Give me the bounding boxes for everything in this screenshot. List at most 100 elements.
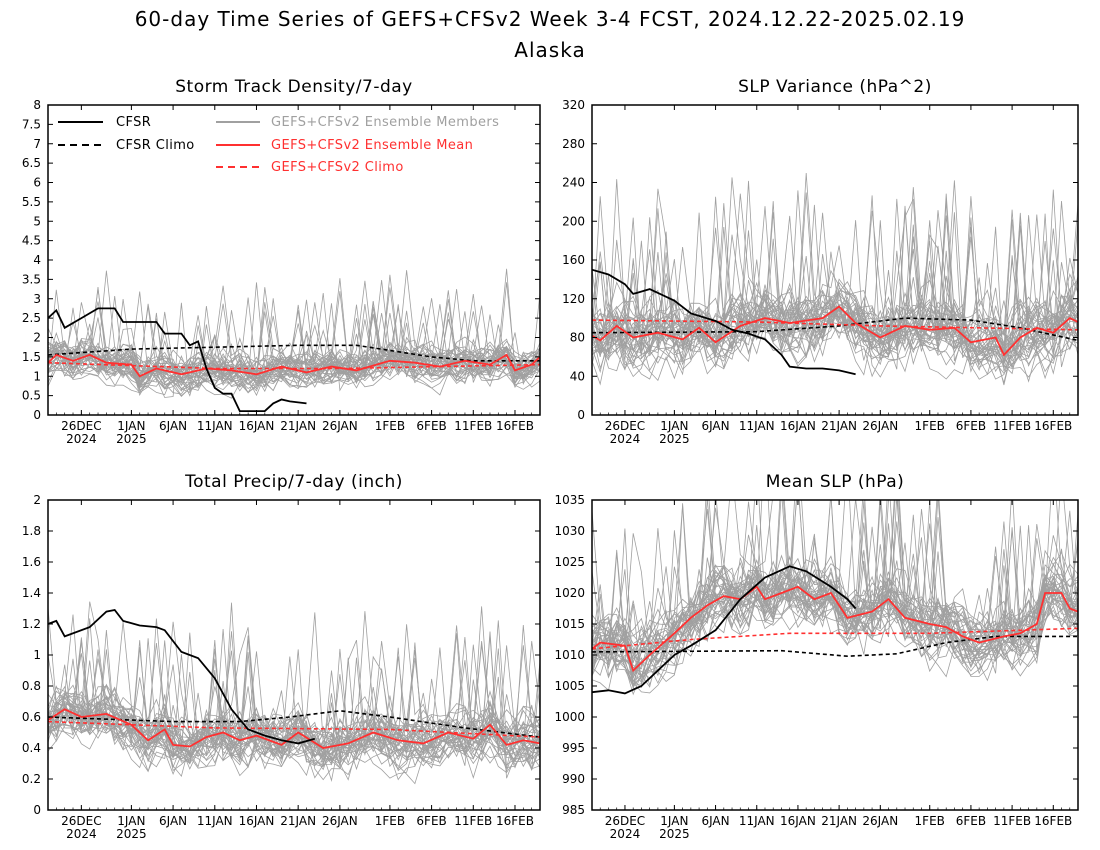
x-tick-label: 11JAN (197, 419, 233, 433)
y-tick-label: 7 (33, 137, 41, 151)
ensemble-member-line (592, 172, 1078, 371)
series-cfsr-climo (48, 709, 540, 738)
panel-3: Total Precip/7-day (inch)00.20.40.60.811… (22, 472, 541, 841)
x-tick-label: 16JAN (780, 814, 816, 828)
legend-label-cfsr-climo: CFSR Climo (116, 138, 195, 153)
ensemble-member-line (592, 500, 1078, 679)
series-cfsr (592, 565, 857, 695)
panel-title: Total Precip/7-day (inch) (184, 472, 403, 492)
x-tick-label: 6JAN (701, 419, 729, 433)
ensemble-member-line (48, 301, 540, 397)
x-tick-label: 16JAN (239, 814, 275, 828)
panel-2: SLP Variance (hPa^2) 0 40 80 120 160 200 240 280… (562, 77, 1079, 446)
x-year-label: 2024 (66, 432, 97, 446)
x-tick-label: 1FEB (375, 419, 405, 433)
x-tick-label: 1JAN (117, 814, 145, 828)
ensemble-member-line (48, 611, 540, 775)
x-year-label: 2025 (659, 432, 690, 446)
series-cfsr-climo (592, 317, 1078, 342)
y-tick-label: 2 (33, 331, 41, 345)
ensemble-member-line (48, 631, 540, 781)
x-tick-label: 16FEB (496, 419, 534, 433)
y-tick-label: 1.6 (22, 555, 41, 569)
x-tick-label: 16JAN (780, 419, 816, 433)
y-tick-label: 0.2 (22, 772, 41, 786)
y-tick-label: 1000 (554, 710, 585, 724)
ensemble-member-line (592, 500, 1078, 685)
x-tick-label: 21JAN (821, 419, 857, 433)
y-tick-label: 6 (33, 176, 41, 190)
y-tick-label: 995 (562, 741, 585, 755)
x-tick-label: 11JAN (739, 419, 775, 433)
ensemble-member-line (592, 500, 1078, 684)
x-year-label: 2025 (116, 432, 147, 446)
x-tick-label: 11JAN (197, 814, 233, 828)
y-tick-label: 3.5 (22, 272, 41, 286)
y-tick-label: 1035 (554, 493, 585, 507)
y-tick-label: 1025 (554, 555, 585, 569)
ensemble-member-line (48, 641, 540, 781)
y-tick-label: 2.5 (22, 311, 41, 325)
x-year-label: 2025 (659, 827, 690, 841)
series-gefs-cfsv2-ensemble-mean (592, 305, 1078, 357)
x-tick-label: 6JAN (159, 419, 187, 433)
y-tick-label: 4 (33, 253, 41, 267)
y-tick-label: 6.5 (22, 156, 41, 170)
series-gefs-cfsv2-climo (592, 319, 1078, 331)
series-cfsr (592, 268, 856, 376)
panel-title: Storm Track Density/7-day (175, 77, 412, 97)
ensemble-member-line (592, 508, 1078, 686)
x-tick-label: 26DEC (605, 419, 645, 433)
x-tick-label: 26JAN (862, 814, 898, 828)
ensemble-member-line (592, 193, 1078, 365)
ensemble-member-line (48, 658, 540, 771)
y-tick-label: 1030 (554, 524, 585, 538)
y-tick-label: 1015 (554, 617, 585, 631)
x-tick-label: 11JAN (739, 814, 775, 828)
y-tick-label: 985 (562, 803, 585, 817)
ensemble-member-line (48, 342, 540, 397)
ensemble-member-line (592, 530, 1078, 687)
x-tick-label: 16FEB (496, 814, 534, 828)
plot-area (592, 172, 1078, 386)
panels: Storm Track Density/7-day 0 0.5 1 1.5 2 2.5 3 3.… (22, 77, 1079, 841)
y-tick-label: 1005 (554, 679, 585, 693)
y-tick-label: 120 (562, 292, 585, 306)
x-tick-label: 1JAN (117, 419, 145, 433)
panel-4: Mean SLP (hPa) 985 990 995 1000 1005 1010 1015 1… (554, 472, 1079, 841)
y-tick-label: 0.4 (22, 741, 41, 755)
plot-area (48, 268, 540, 413)
x-tick-label: 16FEB (1034, 814, 1072, 828)
panel-title: SLP Variance (hPa^2) (738, 77, 932, 97)
series-gefs-cfsv2-ensemble-mean (48, 353, 540, 378)
legend: CFSR CFSR Climo GEFS+CFSv2 Ensemble Memb… (58, 115, 499, 175)
series-cfsr (48, 609, 316, 745)
y-tick-label: 1.8 (22, 524, 41, 538)
ensemble-member-line (48, 629, 540, 779)
y-tick-label: 0 (33, 803, 41, 817)
y-tick-label: 5.5 (22, 195, 41, 209)
ensemble-member-line (48, 648, 540, 777)
x-tick-label: 6JAN (701, 814, 729, 828)
y-tick-label: 2 (33, 493, 41, 507)
ensemble-member-line (48, 602, 540, 764)
ensemble-member-line (592, 500, 1078, 690)
y-tick-label: 7.5 (22, 117, 41, 131)
y-tick-label: 990 (562, 772, 585, 786)
x-tick-label: 1FEB (915, 419, 945, 433)
ensemble-member-line (48, 621, 540, 779)
ensemble-member-line (592, 225, 1078, 372)
y-tick-label: 1 (33, 369, 41, 383)
ensemble-members (48, 268, 540, 399)
panel-title: Mean SLP (hPa) (766, 472, 905, 492)
y-tick-label: 160 (562, 253, 585, 267)
y-tick-label: 1.2 (22, 617, 41, 631)
x-tick-label: 21JAN (821, 814, 857, 828)
y-tick-label: 1020 (554, 586, 585, 600)
figure-subtitle: Alaska (514, 38, 585, 62)
ensemble-member-line (592, 500, 1078, 679)
x-tick-label: 1JAN (660, 814, 688, 828)
series-gefs-cfsv2-climo (592, 627, 1078, 650)
legend-label-members: GEFS+CFSv2 Ensemble Members (271, 115, 499, 130)
